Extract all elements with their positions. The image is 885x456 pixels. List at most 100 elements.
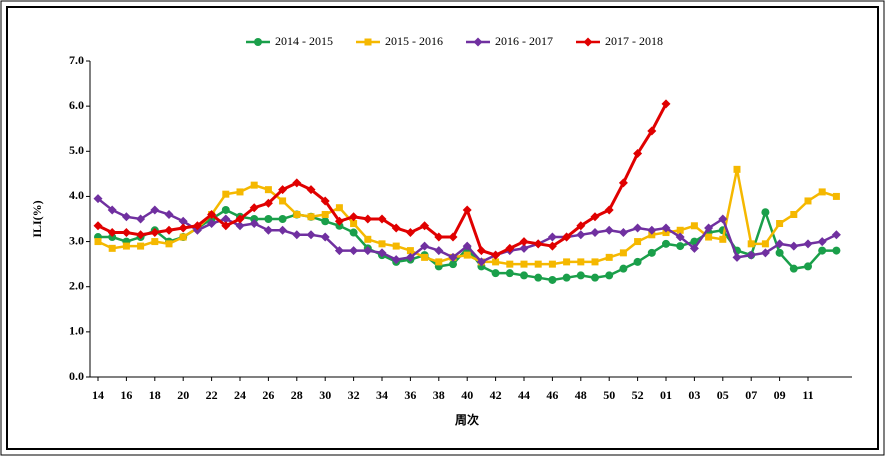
data-point (150, 228, 160, 238)
data-point (278, 215, 287, 223)
data-point (178, 216, 188, 226)
data-point (562, 232, 572, 242)
data-point (334, 246, 344, 256)
data-point (533, 239, 543, 249)
x-tick-label: 22 (206, 388, 218, 402)
y-tick-label: 6.0 (69, 98, 84, 112)
legend-marker (254, 38, 262, 46)
data-point (207, 209, 217, 219)
data-point (491, 269, 500, 278)
data-point (349, 228, 358, 237)
data-point (164, 225, 174, 235)
data-point (235, 214, 245, 224)
data-point (207, 219, 217, 229)
data-point (775, 248, 784, 257)
data-point (662, 239, 670, 248)
data-point (818, 188, 826, 196)
data-point (648, 231, 656, 239)
data-point (363, 246, 373, 256)
x-tick-label: 01 (660, 388, 672, 402)
y-tick-label: 0.0 (69, 369, 84, 383)
data-point (121, 228, 131, 238)
data-point (363, 214, 373, 224)
data-point (519, 237, 529, 247)
data-point (107, 205, 117, 215)
data-point (250, 181, 258, 189)
data-point (136, 214, 146, 224)
x-tick-label: 42 (490, 388, 502, 402)
data-point (420, 221, 430, 231)
data-point (548, 275, 557, 284)
x-tick-label: 40 (461, 388, 473, 402)
data-point (179, 233, 187, 241)
data-point (732, 252, 742, 262)
x-tick-label: 26 (262, 388, 274, 402)
data-point (221, 205, 230, 214)
data-point (832, 192, 840, 200)
legend-label: 2015 - 2016 (385, 34, 443, 48)
x-tick-label: 03 (688, 388, 700, 402)
x-tick-label: 16 (120, 388, 132, 402)
data-point (334, 216, 344, 226)
x-tick-label: 44 (518, 388, 530, 402)
data-point (420, 241, 430, 251)
data-point (93, 194, 103, 204)
data-point (335, 221, 344, 230)
data-point (817, 237, 827, 247)
data-point (789, 264, 798, 273)
data-point (633, 257, 642, 266)
data-point (804, 197, 812, 205)
data-point (263, 198, 273, 208)
legend-marker (473, 37, 483, 47)
data-point (761, 240, 769, 248)
x-tick-label: 38 (433, 388, 445, 402)
data-point (776, 220, 784, 228)
data-point (150, 205, 160, 215)
y-tick-label: 2.0 (69, 278, 84, 292)
data-point (405, 228, 415, 238)
data-point (364, 235, 372, 243)
data-point (790, 210, 798, 218)
data-point (321, 217, 330, 226)
x-tick-label: 32 (348, 388, 360, 402)
data-point (831, 230, 841, 240)
data-point (320, 196, 330, 206)
x-tick-label: 36 (404, 388, 416, 402)
data-point (122, 242, 130, 250)
data-point (405, 252, 415, 262)
data-point (775, 239, 785, 249)
data-point (349, 212, 359, 222)
data-point (605, 271, 614, 280)
data-point (278, 225, 288, 235)
data-point (675, 232, 685, 242)
data-point (306, 185, 316, 195)
data-point (689, 243, 699, 253)
data-point (619, 264, 628, 273)
legend-marker (364, 38, 372, 46)
y-tick-label: 3.0 (69, 233, 84, 247)
data-point (492, 258, 500, 266)
data-point (349, 246, 359, 256)
x-axis-label: 周次 (455, 412, 479, 427)
data-point (192, 225, 202, 235)
x-tick-label: 48 (575, 388, 587, 402)
data-point (647, 225, 657, 235)
data-point (605, 253, 613, 261)
data-point (520, 271, 528, 280)
data-point (235, 221, 245, 231)
data-point (590, 212, 600, 222)
data-point (221, 214, 231, 224)
data-point (448, 232, 458, 242)
data-point (832, 246, 841, 255)
x-tick-label: 07 (745, 388, 757, 402)
data-point (506, 260, 514, 268)
data-point (178, 223, 188, 233)
data-point (577, 258, 585, 266)
data-point (391, 223, 401, 233)
data-point (618, 228, 628, 238)
data-point (93, 221, 103, 231)
data-point (321, 210, 329, 218)
y-tick-label: 5.0 (69, 143, 84, 157)
legend-label: 2016 - 2017 (495, 34, 553, 48)
x-tick-label: 14 (92, 388, 104, 402)
